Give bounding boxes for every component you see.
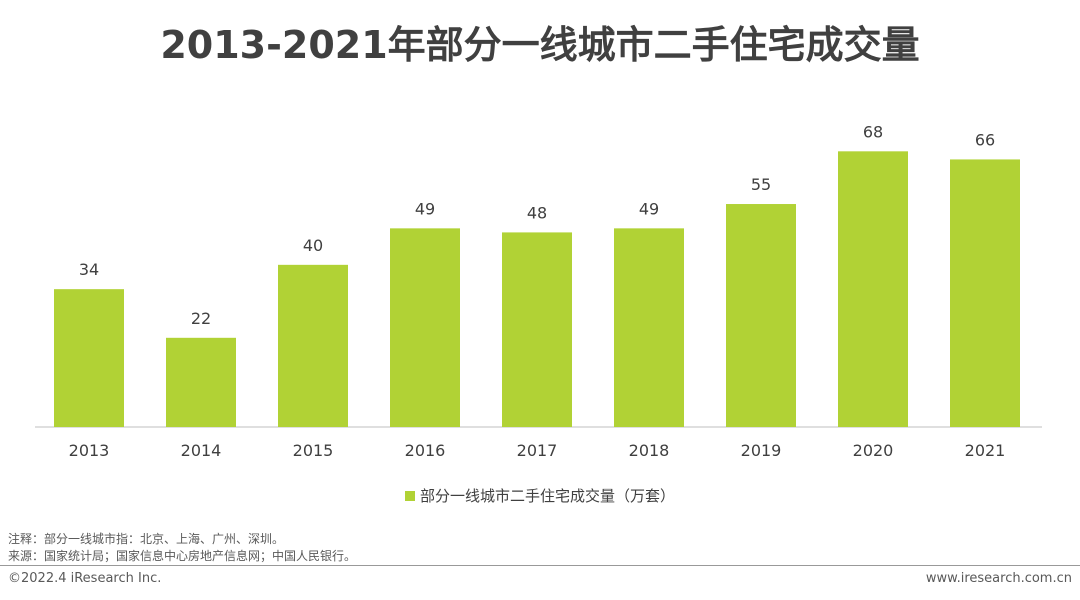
data-label: 49 bbox=[415, 199, 435, 218]
bar bbox=[278, 264, 348, 427]
bar-chart: 34 2013 22 2014 40 2015 49 2016 48 2017 49 2018 55 20… bbox=[35, 122, 1042, 460]
website-link[interactable]: www.iresearch.com.cn bbox=[925, 571, 1072, 586]
x-tick-label: 2015 bbox=[293, 441, 334, 460]
bar bbox=[838, 151, 908, 427]
copyright: ©2022.4 iResearch Inc. bbox=[8, 571, 162, 586]
x-tick-label: 2021 bbox=[965, 441, 1006, 460]
data-label: 68 bbox=[863, 122, 883, 141]
footer-divider bbox=[0, 565, 1080, 566]
legend: 部分一线城市二手住宅成交量（万套） bbox=[0, 485, 1080, 506]
bar bbox=[502, 232, 572, 427]
bar bbox=[950, 159, 1020, 427]
bar bbox=[166, 337, 236, 427]
x-tick-label: 2020 bbox=[853, 441, 894, 460]
legend-label: 部分一线城市二手住宅成交量（万套） bbox=[419, 487, 675, 505]
x-tick-label: 2018 bbox=[629, 441, 670, 460]
bar bbox=[726, 204, 796, 427]
data-label: 66 bbox=[975, 130, 995, 149]
data-label: 34 bbox=[79, 260, 99, 279]
bar bbox=[614, 228, 684, 427]
data-label: 48 bbox=[527, 203, 547, 222]
bar bbox=[390, 228, 460, 427]
x-tick-label: 2013 bbox=[69, 441, 110, 460]
bar bbox=[54, 289, 124, 427]
data-label: 40 bbox=[303, 236, 323, 255]
x-tick-label: 2016 bbox=[405, 441, 446, 460]
note-text: 注释：部分一线城市指：北京、上海、广州、深圳。 bbox=[8, 532, 285, 546]
x-tick-label: 2017 bbox=[517, 441, 558, 460]
data-label: 49 bbox=[639, 199, 659, 218]
data-label: 22 bbox=[191, 309, 211, 328]
x-tick-label: 2019 bbox=[741, 441, 782, 460]
legend-swatch bbox=[404, 491, 415, 501]
x-tick-label: 2014 bbox=[181, 441, 222, 460]
data-label: 55 bbox=[751, 175, 771, 194]
source-text: 来源：国家统计局；国家信息中心房地产信息网；中国人民银行。 bbox=[8, 549, 357, 563]
chart-title: 2013-2021年部分一线城市二手住宅成交量 bbox=[160, 23, 920, 67]
